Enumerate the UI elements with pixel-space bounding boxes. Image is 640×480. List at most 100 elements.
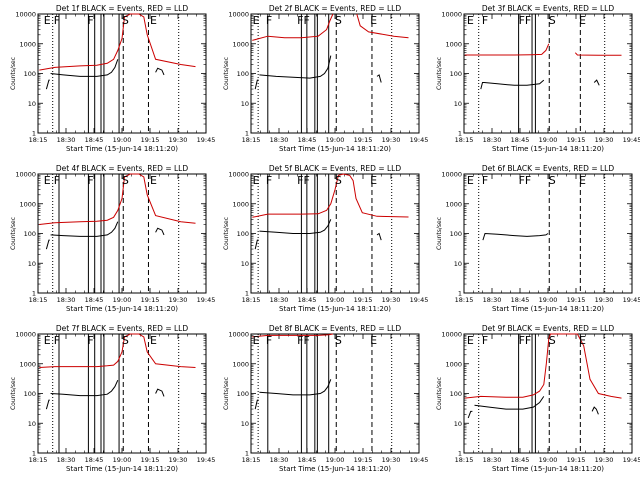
x-tick-label: 19:00 — [539, 456, 558, 464]
x-tick-label: 19:45 — [623, 136, 640, 144]
x-tick-label: 18:45 — [298, 456, 317, 464]
x-tick-label: 19:30 — [169, 456, 188, 464]
y-tick-label: 1 — [32, 450, 36, 458]
x-tick-label: 19:15 — [141, 136, 160, 144]
x-tick-label: 19:00 — [326, 136, 345, 144]
x-tick-label: 18:15 — [242, 296, 261, 304]
panel-det-4: Det 4f BLACK = Events, RED = LLD 1 10 100 10… — [10, 164, 215, 313]
events-series-line — [155, 227, 165, 236]
x-axis-label: Start Time (15-Jun-14 18:11:20) — [66, 465, 178, 473]
events-series-line — [591, 406, 599, 415]
interval-letter: F — [482, 334, 488, 347]
interval-letter: F — [87, 334, 93, 347]
lld-series-line — [39, 333, 196, 368]
panel-title: Det 1f BLACK = Events, RED = LLD — [56, 4, 189, 13]
panel-title: Det 4f BLACK = Events, RED = LLD — [56, 164, 189, 173]
interval-letter: S — [335, 14, 342, 27]
interval-letter: S — [122, 334, 129, 347]
x-tick-label: 19:45 — [410, 456, 429, 464]
panel-det-2: Det 2f BLACK = Events, RED = LLD 1 10 100 10… — [223, 4, 428, 153]
x-tick-label: 18:15 — [455, 136, 474, 144]
x-axis-label: Start Time (15-Jun-14 18:11:20) — [279, 465, 391, 473]
x-tick-label: 19:30 — [169, 296, 188, 304]
x-tick-label: 18:30 — [270, 136, 289, 144]
y-axis-label: Counts/sec — [436, 377, 443, 410]
panel-title: Det 5f BLACK = Events, RED = LLD — [269, 164, 402, 173]
plot-frame — [37, 13, 207, 134]
events-series-line — [259, 219, 332, 234]
lld-series-line — [464, 333, 622, 399]
y-axis-label: Counts/sec — [436, 217, 443, 250]
x-tick-label: 19:45 — [623, 296, 640, 304]
y-axis-label: Counts/sec — [10, 217, 17, 250]
y-tick-label: 100 — [24, 230, 36, 238]
panel-title: Det 2f BLACK = Events, RED = LLD — [269, 4, 402, 13]
x-tick-label: 19:15 — [354, 136, 373, 144]
x-tick-label: 18:30 — [483, 296, 502, 304]
interval-letter: S — [549, 174, 556, 187]
y-axis-label: Counts/sec — [223, 217, 230, 250]
interval-letter: F — [54, 14, 60, 27]
y-tick-label: 1000 — [232, 360, 249, 368]
y-tick-label: 1000 — [445, 40, 462, 48]
y-tick-label: 10000 — [441, 331, 462, 339]
x-axis-label: Start Time (15-Jun-14 18:11:20) — [279, 145, 391, 153]
x-tick-label: 19:15 — [354, 456, 373, 464]
y-tick-label: 10000 — [228, 171, 249, 179]
events-series-line — [45, 399, 50, 410]
y-axis-label: Counts/sec — [10, 57, 17, 90]
y-tick-label: 1 — [458, 130, 462, 138]
x-tick-label: 18:45 — [511, 136, 530, 144]
x-axis-label: Start Time (15-Jun-14 18:11:20) — [66, 305, 178, 313]
lld-series-line — [464, 43, 550, 56]
interval-letter: E — [370, 334, 377, 347]
interval-letter: E — [44, 14, 51, 27]
y-tick-label: 100 — [24, 390, 36, 398]
x-tick-label: 19:30 — [595, 296, 614, 304]
x-axis-label: Start Time (15-Jun-14 18:11:20) — [279, 305, 391, 313]
interval-letter: E — [44, 174, 51, 187]
events-series-line — [254, 79, 259, 90]
lld-series-line — [252, 13, 334, 41]
interval-letter: F — [87, 14, 93, 27]
y-tick-label: 10 — [454, 100, 462, 108]
events-series-line — [50, 379, 119, 397]
y-tick-label: 100 — [450, 390, 462, 398]
y-tick-label: 1000 — [232, 200, 249, 208]
y-tick-label: 10 — [28, 420, 36, 428]
interval-letter: S — [122, 174, 129, 187]
interval-letter: F — [482, 174, 488, 187]
y-tick-label: 1000 — [445, 200, 462, 208]
events-series-line — [259, 55, 332, 79]
x-tick-label: 18:45 — [298, 136, 317, 144]
x-tick-label: 19:45 — [410, 136, 429, 144]
panel-title: Det 3f BLACK = Events, RED = LLD — [482, 4, 615, 13]
events-series-line — [376, 74, 382, 83]
x-tick-label: 18:15 — [242, 136, 261, 144]
x-tick-label: 19:00 — [113, 456, 132, 464]
y-tick-label: 10000 — [228, 11, 249, 19]
interval-letter: FF — [297, 334, 310, 347]
x-tick-label: 18:30 — [270, 296, 289, 304]
lld-series-line — [356, 13, 409, 39]
y-tick-label: 1000 — [19, 200, 36, 208]
x-tick-label: 19:30 — [382, 296, 401, 304]
interval-letter: S — [549, 14, 556, 27]
events-series-line — [259, 379, 332, 396]
interval-letter: F — [266, 174, 272, 187]
interval-letter: E — [467, 14, 474, 27]
panel-det-1: Det 1f BLACK = Events, RED = LLD 1 10 100 10… — [10, 4, 215, 153]
panel-det-5: Det 5f BLACK = Events, RED = LLD 1 10 100 10… — [223, 164, 428, 313]
x-tick-label: 19:30 — [382, 136, 401, 144]
interval-letter: F — [54, 334, 60, 347]
events-series-line — [474, 396, 545, 410]
x-tick-label: 18:30 — [57, 136, 76, 144]
x-tick-label: 18:30 — [57, 296, 76, 304]
plot-frame — [250, 173, 420, 294]
x-tick-label: 19:30 — [169, 136, 188, 144]
events-series-line — [480, 79, 545, 90]
events-series-line — [155, 67, 165, 76]
interval-letter: E — [253, 174, 260, 187]
interval-letter: FF — [519, 14, 532, 27]
